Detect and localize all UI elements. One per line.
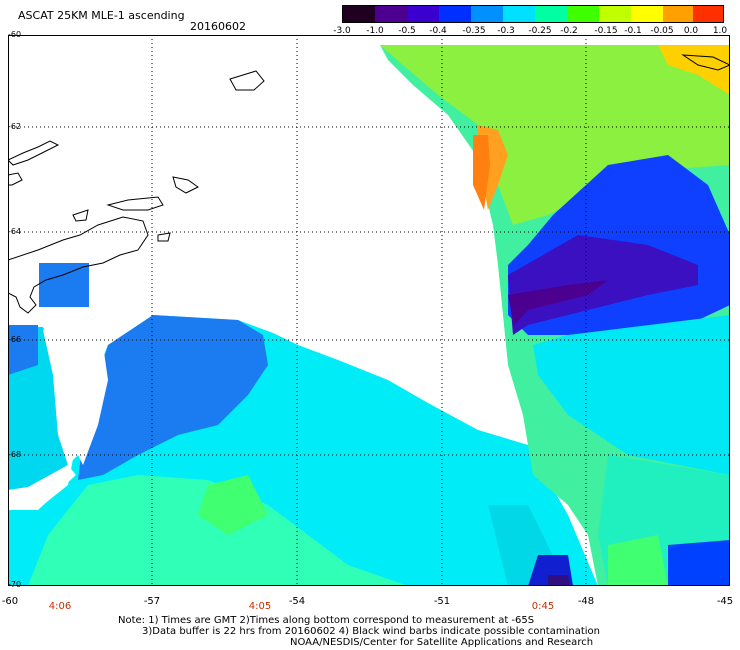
lon-label: -60: [1, 596, 19, 607]
colorbar-seg-10: [631, 6, 663, 22]
colorbar-seg-3: [407, 6, 439, 22]
lat-label: -68: [8, 450, 22, 459]
colorbar-seg-2: [375, 6, 407, 22]
colorbar-tick: 0.0: [683, 26, 699, 36]
coastline: [8, 54, 730, 314]
time-label: 4:05: [248, 601, 272, 612]
product-date: 20160602: [190, 20, 246, 33]
no-data-holes: [8, 330, 108, 510]
note-line: NOAA/NESDIS/Center for Satellite Applica…: [290, 637, 594, 648]
data-swath-southwest: [8, 315, 598, 586]
lon-label: -45: [716, 596, 734, 607]
product-title: ASCAT 25KM MLE-1 ascending: [18, 9, 185, 22]
color-scale-bar: [342, 5, 724, 23]
colorbar-tick: -0.35: [462, 26, 486, 36]
colorbar-tick: -0.3: [497, 26, 515, 36]
data-swath-northeast: [380, 45, 730, 586]
colorbar-seg-8: [567, 6, 599, 22]
colorbar-seg-4: [439, 6, 471, 22]
lat-label: -70: [8, 580, 22, 589]
colorbar-seg-5: [471, 6, 503, 22]
lon-label: -48: [577, 596, 595, 607]
lat-label: -60: [8, 30, 22, 39]
graticule: [8, 35, 730, 586]
lat-label: -66: [8, 335, 22, 344]
colorbar-tick: -0.4: [429, 26, 447, 36]
colorbar-seg-6: [503, 6, 535, 22]
colorbar-tick: -0.2: [560, 26, 578, 36]
footnotes: Note: 1) Times are GMT 2)Times along bot…: [118, 615, 600, 648]
note-line: Note: 1) Times are GMT 2)Times along bot…: [118, 615, 535, 626]
colorbar-seg-9: [599, 6, 631, 22]
lon-label: -57: [143, 596, 161, 607]
colorbar-seg-12: [693, 6, 723, 22]
colorbar-tick-row: -3.0 -1.0 -0.5 -0.4 -0.35 -0.3 -0.25 -0.…: [330, 26, 735, 38]
colorbar-seg-7: [535, 6, 567, 22]
colorbar-tick: -0.1: [624, 26, 642, 36]
colorbar-tick: -0.15: [594, 26, 618, 36]
colorbar-seg-11: [663, 6, 693, 22]
lat-label: -64: [8, 227, 22, 236]
time-label: 0:45: [531, 601, 555, 612]
lon-label: -51: [433, 596, 451, 607]
colorbar-seg-1: [343, 6, 375, 22]
colorbar-tick: -1.0: [366, 26, 384, 36]
map-frame: [8, 35, 730, 586]
lon-label: -54: [288, 596, 306, 607]
colorbar-tick: -0.5: [398, 26, 416, 36]
note-line: 3)Data buffer is 22 hrs from 20160602 4)…: [142, 626, 600, 637]
colorbar-tick: -0.05: [650, 26, 674, 36]
time-label: 4:06: [48, 601, 72, 612]
colorbar-tick: 1.0: [712, 26, 728, 36]
scatterometer-map: [8, 35, 730, 586]
colorbar-tick: -3.0: [333, 26, 351, 36]
colorbar-tick: -0.25: [528, 26, 552, 36]
data-patch-peninsula: [39, 263, 89, 307]
lat-label: -62: [8, 122, 22, 131]
